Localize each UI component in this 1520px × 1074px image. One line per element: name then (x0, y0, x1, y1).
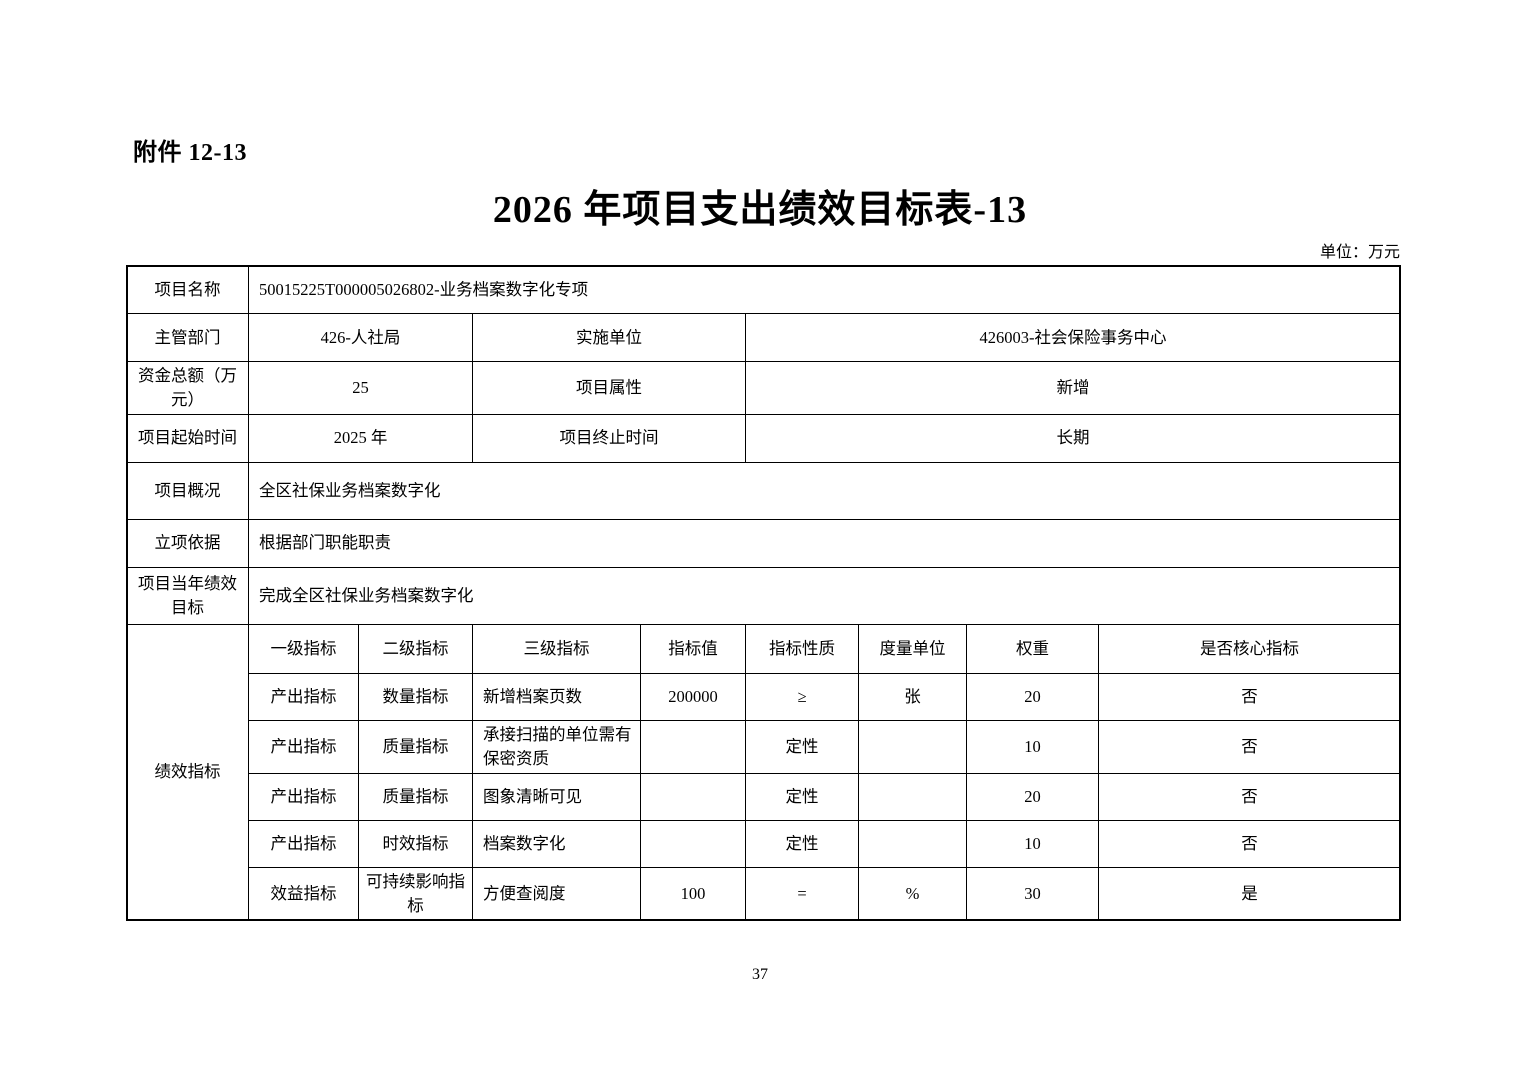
col-header-unit: 度量单位 (858, 623, 967, 674)
fund-value: 25 (248, 361, 473, 415)
col-header-level2: 二级指标 (358, 623, 473, 674)
indicator-cell: 档案数字化 (472, 819, 641, 868)
basis-label: 立项依据 (126, 518, 249, 568)
indicator-row: 效益指标 可持续影响指标 方便查阅度 100 = % 30 是 (127, 866, 1402, 921)
indicator-cell: % (858, 866, 967, 921)
attachment-label: 附件 12-13 (133, 140, 247, 166)
indicator-cell (640, 772, 746, 821)
end-value: 长期 (744, 413, 1402, 463)
indicator-cell (640, 719, 746, 774)
row-overview: 项目概况 全区社保业务档案数字化 (126, 461, 1402, 520)
annual-goal-value: 完成全区社保业务档案数字化 (247, 566, 1402, 625)
row-dates: 项目起始时间 2025 年 项目终止时间 长期 (126, 413, 1402, 463)
overview-label: 项目概况 (126, 461, 249, 520)
end-label: 项目终止时间 (472, 413, 746, 463)
indicator-cell: 否 (1097, 819, 1402, 868)
basis-value: 根据部门职能职责 (247, 518, 1402, 568)
project-name-label: 项目名称 (126, 265, 249, 314)
impl-value: 426003-社会保险事务中心 (744, 313, 1402, 362)
indicator-cell: 承接扫描的单位需有保密资质 (472, 719, 641, 774)
dept-value: 426-人社局 (248, 313, 473, 362)
indicator-cell: 10 (966, 819, 1099, 868)
indicator-cell: 张 (858, 672, 967, 721)
indicator-cell: 否 (1097, 772, 1402, 821)
indicator-cell: 10 (966, 719, 1099, 774)
attr-label: 项目属性 (472, 361, 746, 415)
indicator-cell (858, 772, 967, 821)
indicator-cell: 产出指标 (248, 672, 359, 721)
indicator-cell: 20 (966, 772, 1099, 821)
unit-note: 单位：万元 (1319, 244, 1400, 261)
row-basis: 立项依据 根据部门职能职责 (126, 518, 1402, 568)
impl-label: 实施单位 (472, 313, 746, 362)
indicator-cell: 图象清晰可见 (472, 772, 641, 821)
indicator-cell: 时效指标 (358, 819, 473, 868)
indicator-cell: 20 (966, 672, 1099, 721)
row-department: 主管部门 426-人社局 实施单位 426003-社会保险事务中心 (126, 313, 1402, 362)
indicator-cell: = (745, 866, 859, 921)
indicator-cell: 100 (640, 866, 746, 921)
indicator-cell: 否 (1097, 672, 1402, 721)
row-project-name: 项目名称 50015225T000005026802-业务档案数字化专项 (126, 265, 1402, 314)
indicator-row: 产出指标 质量指标 承接扫描的单位需有保密资质 定性 10 否 (127, 719, 1402, 774)
performance-target-table: 项目名称 50015225T000005026802-业务档案数字化专项 主管部… (126, 265, 1402, 921)
attr-value: 新增 (744, 361, 1402, 415)
start-label: 项目起始时间 (126, 413, 249, 463)
indicator-row: 产出指标 时效指标 档案数字化 定性 10 否 (127, 819, 1402, 868)
indicator-cell: 定性 (745, 772, 859, 821)
main-table: 项目名称 50015225T000005026802-业务档案数字化专项 主管部… (126, 265, 1402, 921)
col-header-value: 指标值 (640, 623, 746, 674)
indicator-cell: ≥ (745, 672, 859, 721)
dept-label: 主管部门 (126, 313, 249, 362)
indicator-cell: 方便查阅度 (472, 866, 641, 921)
indicator-cell: 定性 (745, 719, 859, 774)
col-header-weight: 权重 (966, 623, 1099, 674)
start-value: 2025 年 (248, 413, 473, 463)
indicator-cell: 是 (1097, 866, 1402, 921)
indicator-cell: 质量指标 (358, 719, 473, 774)
indicator-cell: 可持续影响指标 (358, 866, 473, 921)
indicator-cell: 产出指标 (248, 772, 359, 821)
overview-value: 全区社保业务档案数字化 (247, 461, 1402, 520)
indicator-cell (640, 819, 746, 868)
indicator-cell: 30 (966, 866, 1099, 921)
indicator-cell: 质量指标 (358, 772, 473, 821)
indicator-cell: 200000 (640, 672, 746, 721)
col-header-level1: 一级指标 (248, 623, 359, 674)
fund-label: 资金总额（万元） (126, 361, 249, 415)
row-annual-goal: 项目当年绩效目标 完成全区社保业务档案数字化 (126, 566, 1402, 625)
indicator-row: 产出指标 质量指标 图象清晰可见 定性 20 否 (127, 772, 1402, 821)
indicator-cell: 效益指标 (248, 866, 359, 921)
indicator-cell: 产出指标 (248, 819, 359, 868)
indicator-cell: 产出指标 (248, 719, 359, 774)
indicator-cell: 新增档案页数 (472, 672, 641, 721)
indicator-cell (858, 719, 967, 774)
project-name-value: 50015225T000005026802-业务档案数字化专项 (247, 265, 1402, 314)
indicator-row: 产出指标 数量指标 新增档案页数 200000 ≥ 张 20 否 (127, 672, 1402, 721)
row-fund: 资金总额（万元） 25 项目属性 新增 (126, 361, 1402, 415)
col-header-level3: 三级指标 (472, 623, 641, 674)
col-header-core: 是否核心指标 (1097, 623, 1402, 674)
indicator-cell (858, 819, 967, 868)
indicator-cell: 定性 (745, 819, 859, 868)
annual-goal-label: 项目当年绩效目标 (126, 566, 249, 625)
indicator-cell: 否 (1097, 719, 1402, 774)
col-header-nature: 指标性质 (745, 623, 859, 674)
indicator-cell: 数量指标 (358, 672, 473, 721)
indicator-header-row: 绩效指标 一级指标 二级指标 三级指标 指标值 指标性质 度量单位 权重 是否核… (126, 623, 1402, 921)
indicators-section-label: 绩效指标 (126, 623, 249, 921)
page-title: 2026 年项目支出绩效目标表-13 (492, 189, 1028, 231)
page-number: 37 (752, 966, 768, 983)
